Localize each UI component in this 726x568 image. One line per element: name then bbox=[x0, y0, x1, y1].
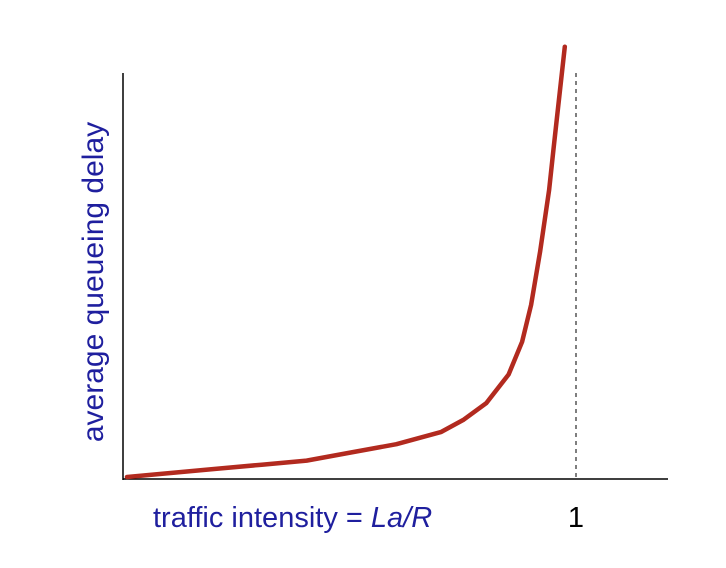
x-ticks: 1 bbox=[568, 502, 584, 534]
y-axis-label: average queueing delay bbox=[77, 122, 110, 442]
x-axis-label-prefix: traffic intensity = bbox=[153, 502, 371, 534]
x-axis-label-variable: La/R bbox=[371, 502, 432, 534]
delay-curve bbox=[124, 44, 568, 480]
x-tick-label: 1 bbox=[568, 502, 584, 534]
x-axis-label: traffic intensity = La/R bbox=[153, 502, 432, 534]
